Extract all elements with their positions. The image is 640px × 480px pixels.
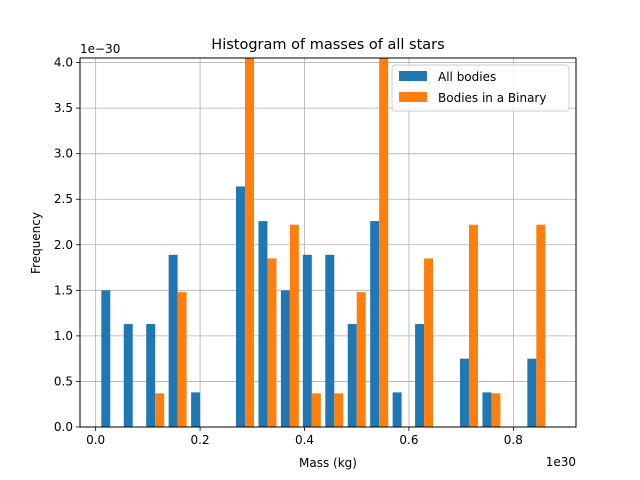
bar-binary-13 <box>424 258 434 427</box>
bar-all-bodies-10 <box>347 324 357 427</box>
plot-frame <box>79 57 577 428</box>
chart-title: Histogram of masses of all stars <box>211 37 444 53</box>
bar-all-bodies-15 <box>459 358 469 427</box>
bar-all-bodies-2 <box>146 324 156 427</box>
x-tick-label-0: 0.0 <box>86 433 105 447</box>
bar-all-bodies-12 <box>392 392 402 427</box>
y-tick-label-0: 0.0 <box>54 420 73 434</box>
bar-all-bodies-8 <box>302 254 312 427</box>
bar-all-bodies-13 <box>415 324 425 427</box>
bar-binary-3 <box>177 292 187 427</box>
bar-all-bodies-3 <box>168 254 178 427</box>
x-tick-label-1: 0.2 <box>191 433 210 447</box>
x-tick-label-4: 0.8 <box>504 433 523 447</box>
bar-binary-10 <box>356 292 366 427</box>
y-tick-label-5: 2.5 <box>54 192 73 206</box>
y-tick-label-4: 2.0 <box>54 238 73 252</box>
bar-binary-16 <box>491 393 501 427</box>
bar-all-bodies-16 <box>482 392 492 427</box>
y-tick-label-3: 1.5 <box>54 283 73 297</box>
bar-all-bodies-4 <box>191 392 201 427</box>
y-tick-label-1: 0.5 <box>54 374 73 388</box>
bar-all-bodies-6 <box>258 221 268 427</box>
bar-binary-15 <box>468 224 478 427</box>
legend-swatch-binary <box>399 92 427 102</box>
y-tick-label-8: 4.0 <box>54 56 73 70</box>
bars <box>101 58 546 427</box>
bar-binary-11 <box>379 58 389 427</box>
y-axis-label: Frequency <box>29 212 43 274</box>
x-axis-multiplier: 1e30 <box>546 455 576 469</box>
bar-all-bodies-18 <box>527 358 537 427</box>
legend-swatch-all-bodies <box>399 71 427 81</box>
legend-box <box>391 64 570 112</box>
bar-binary-6 <box>267 258 277 427</box>
bar-binary-5 <box>244 58 254 427</box>
bar-binary-8 <box>311 393 321 427</box>
x-axis-label: Mass (kg) <box>299 456 357 470</box>
y-axis-multiplier: 1e−30 <box>80 42 120 56</box>
bar-all-bodies-1 <box>123 324 133 427</box>
bar-binary-7 <box>289 224 299 427</box>
legend-label-all-bodies: All bodies <box>438 70 496 84</box>
bar-all-bodies-0 <box>101 290 111 427</box>
bar-binary-2 <box>155 393 165 427</box>
legend-label-binary: Bodies in a Binary <box>438 91 546 105</box>
bar-all-bodies-7 <box>280 290 290 427</box>
y-tick-label-6: 3.0 <box>54 147 73 161</box>
axis-ticks: 0.0 0.2 0.4 0.6 0.8 0.0 0.5 1.0 1.5 2.0 2.5 3.0 3.5 4… <box>54 56 523 447</box>
x-tick-label-2: 0.4 <box>295 433 314 447</box>
bar-all-bodies-5 <box>236 186 245 427</box>
bar-binary-18 <box>536 224 546 427</box>
bar-binary-9 <box>334 393 344 427</box>
x-tick-label-3: 0.6 <box>399 433 418 447</box>
bar-all-bodies-9 <box>325 254 335 427</box>
legend: All bodies Bodies in a Binary <box>391 64 570 112</box>
y-tick-label-7: 3.5 <box>54 101 73 115</box>
y-tick-label-2: 1.0 <box>54 329 73 343</box>
bar-all-bodies-11 <box>370 221 380 427</box>
